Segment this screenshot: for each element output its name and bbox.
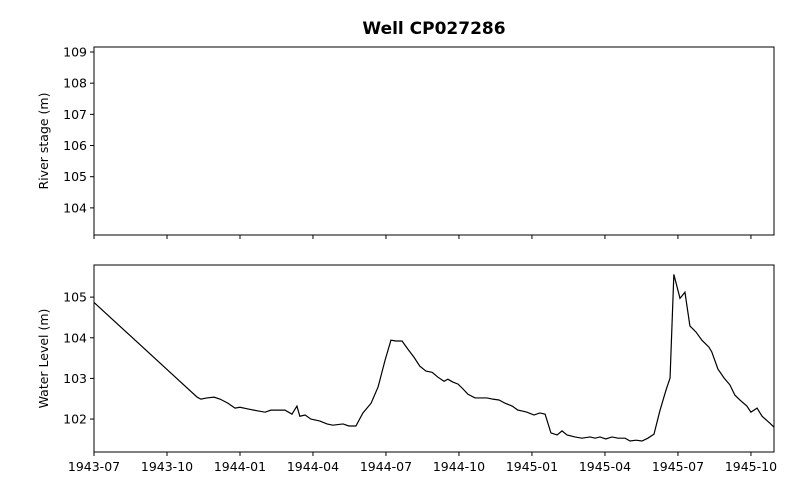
y-axis-label: River stage (m)	[36, 93, 51, 190]
x-tick-label: 1943-10	[141, 459, 193, 474]
y-tick-label: 103	[63, 371, 87, 386]
x-tick-label: 1945-01	[506, 459, 558, 474]
x-tick-label: 1944-01	[214, 459, 266, 474]
chart-title: Well CP027286	[362, 19, 505, 39]
x-tick-label: 1945-04	[579, 459, 631, 474]
x-tick-label: 1944-07	[360, 459, 412, 474]
y-tick-label: 107	[63, 107, 87, 122]
axes-frame	[93, 46, 775, 236]
axes-frame	[93, 264, 775, 453]
y-tick-label: 105	[63, 169, 87, 184]
x-tick-label: 1944-10	[433, 459, 485, 474]
x-tick-label: 1945-07	[652, 459, 704, 474]
x-tick-label: 1944-04	[287, 459, 339, 474]
y-tick-label: 109	[63, 44, 87, 59]
y-tick-label: 104	[63, 200, 87, 215]
y-tick-label: 104	[63, 330, 87, 345]
water-level-line	[93, 274, 775, 442]
y-tick-label: 105	[63, 290, 87, 305]
y-axis-label: Water Level (m)	[36, 309, 51, 409]
y-tick-label: 106	[63, 138, 87, 153]
x-tick-label: 1943-07	[68, 459, 120, 474]
y-tick-label: 108	[63, 76, 87, 91]
y-tick-label: 102	[63, 412, 87, 427]
x-tick-label: 1945-10	[725, 459, 777, 474]
